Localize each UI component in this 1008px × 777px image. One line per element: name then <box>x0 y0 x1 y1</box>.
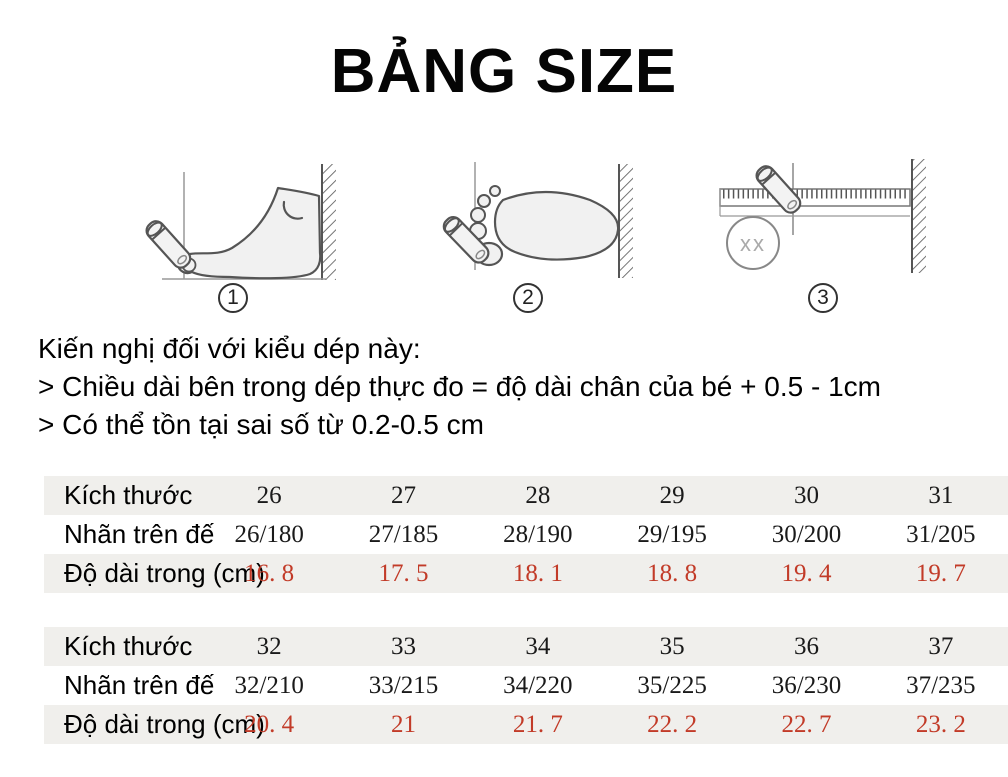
table-row: Kích thước 26 27 28 29 30 31 <box>44 476 1008 515</box>
measurement-value-placeholder: xx <box>740 231 766 256</box>
table-cell: 28 <box>525 481 551 509</box>
figure-1-number: 1 <box>218 283 248 313</box>
page-title: BẢNG SIZE <box>330 37 678 106</box>
table-cell: 19. 4 <box>781 559 832 587</box>
table-row: Độ dài trong (cm) 20. 4 21 21. 7 22. 2 22. 7 2… <box>44 705 1008 744</box>
table-cell: 26/180 <box>234 520 304 548</box>
table-cell: 31 <box>928 481 954 509</box>
table-row: Nhãn trên đế 32/210 33/215 34/220 35/225 36/2… <box>44 666 1008 705</box>
table-cell: 21. 7 <box>512 710 563 738</box>
table-cell: 32 <box>256 632 282 660</box>
table-cell: 29 <box>659 481 685 509</box>
size-table-32-37: Kích thước 32 33 34 35 36 37 Nhãn trên đế 32/210… <box>44 627 1008 744</box>
table-cell: 16. 8 <box>244 559 295 587</box>
table-cell: 37 <box>928 632 954 660</box>
instruction-line: > Chiều dài bên trong dép thực đo = độ d… <box>38 371 881 402</box>
table-cell: 31/205 <box>906 520 976 548</box>
table-row: Nhãn trên đế 26/180 27/185 28/190 29/195 30/2… <box>44 515 1008 554</box>
table-cell: 30 <box>793 481 819 509</box>
row-label: Nhãn trên đế <box>64 670 215 700</box>
row-label: Nhãn trên đế <box>64 519 215 549</box>
foot-side-illustration <box>142 164 336 280</box>
table-cell: 36 <box>793 632 819 660</box>
table-cell: 37/235 <box>906 671 976 699</box>
table-cell: 33 <box>390 632 416 660</box>
ruler-illustration: xx <box>719 159 926 273</box>
figure-foot-top <box>415 158 655 290</box>
figure-number-label: 3 <box>817 286 829 309</box>
table-cell: 30/200 <box>771 520 842 548</box>
table-cell: 17. 5 <box>378 559 429 587</box>
table-row: Độ dài trong (cm) 16. 8 17. 5 18. 1 18. 8 19.… <box>44 554 1008 593</box>
footprint-shape <box>493 190 620 261</box>
table-cell: 22. 2 <box>647 710 698 738</box>
table-cell: 27 <box>390 481 416 509</box>
figure-foot-side <box>120 158 360 290</box>
table-cell: 27/185 <box>368 520 439 548</box>
figure-2-number: 2 <box>513 283 543 313</box>
measurement-bubble <box>726 216 780 270</box>
table-cell: 20. 4 <box>244 710 295 738</box>
table-cell: 21 <box>390 710 416 738</box>
table-cell: 35 <box>659 632 685 660</box>
table-cell: 36/230 <box>771 671 842 699</box>
table-cell: 28/190 <box>503 520 573 548</box>
foot-top-illustration <box>439 162 633 278</box>
foot-side-shape <box>176 186 322 280</box>
table-cell: 26 <box>256 481 282 509</box>
table-cell: 35/225 <box>637 671 707 699</box>
table-cell: 18. 8 <box>647 559 698 587</box>
row-label: Kích thước <box>64 631 193 661</box>
pencil-icon <box>439 212 493 267</box>
row-label: Độ dài trong (cm) <box>64 558 265 588</box>
row-label: Kích thước <box>64 480 193 510</box>
figure-3-number: 3 <box>808 283 838 313</box>
figure-ruler: xx <box>680 155 940 290</box>
instructions-block: Kiến nghị đối với kiểu dép này: > Chiều … <box>38 330 988 444</box>
table-cell: 34 <box>525 632 551 660</box>
figure-number-label: 2 <box>522 286 534 309</box>
table-row: Kích thước 32 33 34 35 36 37 <box>44 627 1008 666</box>
table-cell: 33/215 <box>368 671 439 699</box>
table-cell: 23. 2 <box>915 710 966 738</box>
instructions-heading: Kiến nghị đối với kiểu dép này: <box>38 333 421 364</box>
table-cell: 19. 7 <box>915 559 966 587</box>
table-cell: 22. 7 <box>781 710 832 738</box>
table-cell: 34/220 <box>503 671 573 699</box>
table-cell: 29/195 <box>637 520 707 548</box>
table-cell: 18. 1 <box>512 559 563 587</box>
row-label: Độ dài trong (cm) <box>64 709 265 739</box>
size-table-26-31: Kích thước 26 27 28 29 30 31 Nhãn trên đế 26/180… <box>44 476 1008 593</box>
instruction-line: > Có thể tồn tại sai số từ 0.2-0.5 cm <box>38 409 484 440</box>
table-cell: 32/210 <box>234 671 304 699</box>
figure-number-label: 1 <box>227 286 239 309</box>
pencil-icon <box>142 216 195 272</box>
